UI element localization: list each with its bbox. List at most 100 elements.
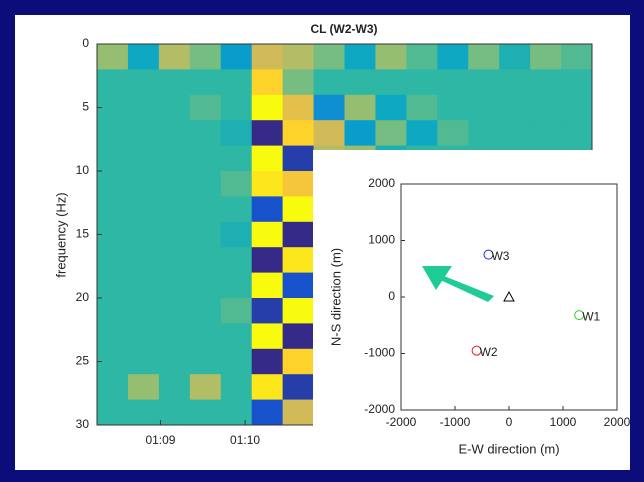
heat-cell	[530, 69, 562, 96]
heat-cell	[561, 44, 593, 70]
x-tick-label: -1000	[440, 415, 471, 429]
heat-cell	[282, 196, 315, 223]
heat-cell	[189, 44, 222, 70]
axes-box	[400, 183, 618, 411]
heat-cell	[220, 374, 253, 401]
heat-cell	[375, 69, 407, 96]
heat-cell	[220, 272, 253, 299]
heat-cell	[158, 171, 191, 197]
heat-cell	[282, 323, 315, 350]
inset-area: -2000 -1000 0 1000 2000 -2000 -1000 0 1000 2000 W1…	[364, 176, 630, 429]
heat-cell	[530, 94, 562, 121]
heat-cell	[406, 44, 438, 70]
heat-cell	[437, 69, 469, 96]
heat-cell	[97, 221, 129, 248]
station-label: W3	[491, 249, 509, 263]
heat-cell	[189, 272, 222, 299]
heat-cell	[251, 120, 284, 147]
heat-cell	[220, 298, 253, 324]
heat-cell	[127, 94, 160, 121]
heat-cell	[282, 272, 315, 299]
heat-cell	[251, 374, 284, 401]
y-tick-label: 1000	[368, 233, 395, 247]
heat-cell	[97, 298, 129, 324]
heat-cell	[189, 145, 222, 172]
heat-cell	[282, 247, 315, 274]
heat-cell	[189, 171, 222, 197]
heat-cell	[251, 298, 284, 324]
heat-cell	[127, 44, 160, 70]
heat-cell	[468, 120, 500, 147]
heat-cell	[189, 69, 222, 96]
heat-cell	[220, 348, 253, 375]
heat-cell	[406, 94, 438, 121]
heat-cell	[406, 120, 438, 147]
x-tick-label: 0	[506, 415, 513, 429]
x-tick-label: -2000	[386, 415, 417, 429]
heat-cell	[220, 196, 253, 223]
heat-cell	[282, 374, 315, 401]
y-tick-label: 5	[82, 100, 89, 114]
heat-cell	[97, 323, 129, 350]
heat-cell	[251, 94, 284, 121]
heat-cell	[375, 120, 407, 147]
station-marker	[471, 345, 482, 356]
heat-cell	[158, 348, 191, 375]
chart-title: CL (W2-W3)	[310, 22, 377, 36]
heat-cell	[313, 94, 345, 121]
heat-cell	[189, 348, 222, 375]
y-tick-label: -2000	[364, 402, 395, 416]
heat-cell	[127, 374, 160, 401]
x-tick-label: 1000	[550, 415, 577, 429]
heat-cell	[220, 323, 253, 350]
center-marker	[503, 290, 515, 302]
heat-cell	[375, 44, 407, 70]
heat-cell	[220, 399, 253, 426]
y-tick-label: 0	[82, 36, 89, 50]
heat-cell	[251, 247, 284, 274]
heat-cell	[251, 171, 284, 197]
heat-cell	[220, 69, 253, 96]
heat-cell	[158, 94, 191, 121]
heat-cell	[406, 69, 438, 96]
heat-cell	[189, 196, 222, 223]
heat-cell	[189, 374, 222, 401]
heat-cell	[97, 196, 129, 223]
heat-cell	[97, 399, 129, 426]
y-tick-label: 0	[388, 289, 395, 303]
heat-cell	[313, 120, 345, 147]
heat-cell	[282, 348, 315, 375]
heat-cell	[220, 221, 253, 248]
heat-cell	[437, 94, 469, 121]
heat-cell	[127, 323, 160, 350]
heat-cell	[97, 272, 129, 299]
station-marker	[483, 249, 494, 260]
heat-cell	[313, 69, 345, 96]
heat-cell	[158, 272, 191, 299]
heat-cell	[561, 120, 593, 147]
heat-cell	[282, 145, 315, 172]
heat-cell	[499, 69, 531, 96]
y-tick-label: 30	[76, 417, 90, 431]
heat-cell	[251, 196, 284, 223]
heat-cell	[189, 399, 222, 426]
y-tick-label: 25	[76, 354, 90, 368]
heat-cell	[127, 145, 160, 172]
heat-cell	[282, 44, 315, 70]
heat-cell	[220, 44, 253, 70]
x-tick-label: 01:10	[230, 433, 260, 447]
heat-cell	[97, 374, 129, 401]
heat-cell	[499, 44, 531, 70]
y-axis-label: frequency (Hz)	[53, 192, 68, 277]
heat-cell	[127, 69, 160, 96]
heat-cell	[375, 94, 407, 121]
heat-cell	[344, 69, 376, 96]
heat-cell	[530, 44, 562, 70]
heat-cell	[158, 145, 191, 172]
heat-cell	[282, 399, 315, 426]
heat-cell	[344, 94, 376, 121]
heat-cell	[127, 399, 160, 426]
y-tick-label: 10	[76, 163, 90, 177]
heat-cell	[313, 44, 345, 70]
